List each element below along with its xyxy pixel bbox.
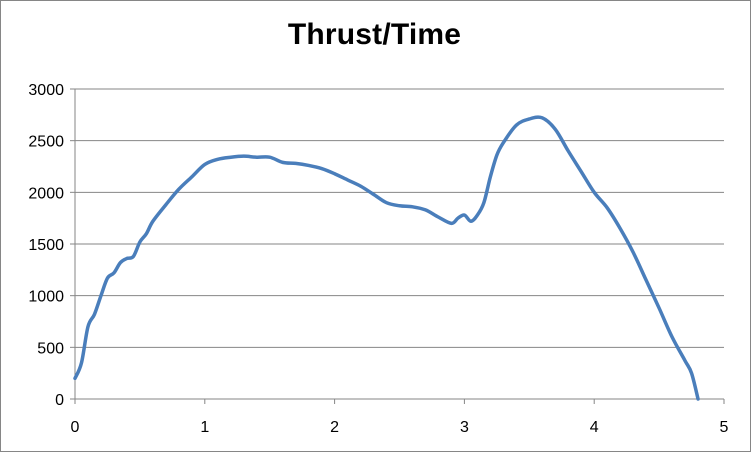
x-tick-label: 0 bbox=[71, 419, 80, 436]
y-tick-label: 2000 bbox=[28, 185, 64, 202]
gridlines bbox=[75, 88, 724, 348]
y-tick-label: 3000 bbox=[28, 82, 64, 99]
x-tick-label: 1 bbox=[200, 419, 209, 436]
axes bbox=[70, 88, 725, 404]
x-tick-label: 3 bbox=[460, 419, 469, 436]
x-tick-label: 5 bbox=[720, 419, 729, 436]
y-tick-label: 1000 bbox=[28, 289, 64, 306]
tick-labels: 0 500 1000 1500 2000 2500 3000 0 1 2 3 4 5 bbox=[28, 82, 728, 436]
y-tick-label: 500 bbox=[37, 340, 64, 357]
chart-title: Thrust/Time bbox=[287, 18, 462, 51]
y-tick-label: 1500 bbox=[28, 237, 64, 254]
y-tick-label: 2500 bbox=[28, 134, 64, 151]
series-line-thrust bbox=[73, 115, 700, 401]
x-tick-label: 2 bbox=[330, 419, 339, 436]
y-tick-label: 0 bbox=[55, 392, 64, 409]
series-layer bbox=[73, 115, 700, 401]
x-tick-label: 4 bbox=[590, 419, 599, 436]
